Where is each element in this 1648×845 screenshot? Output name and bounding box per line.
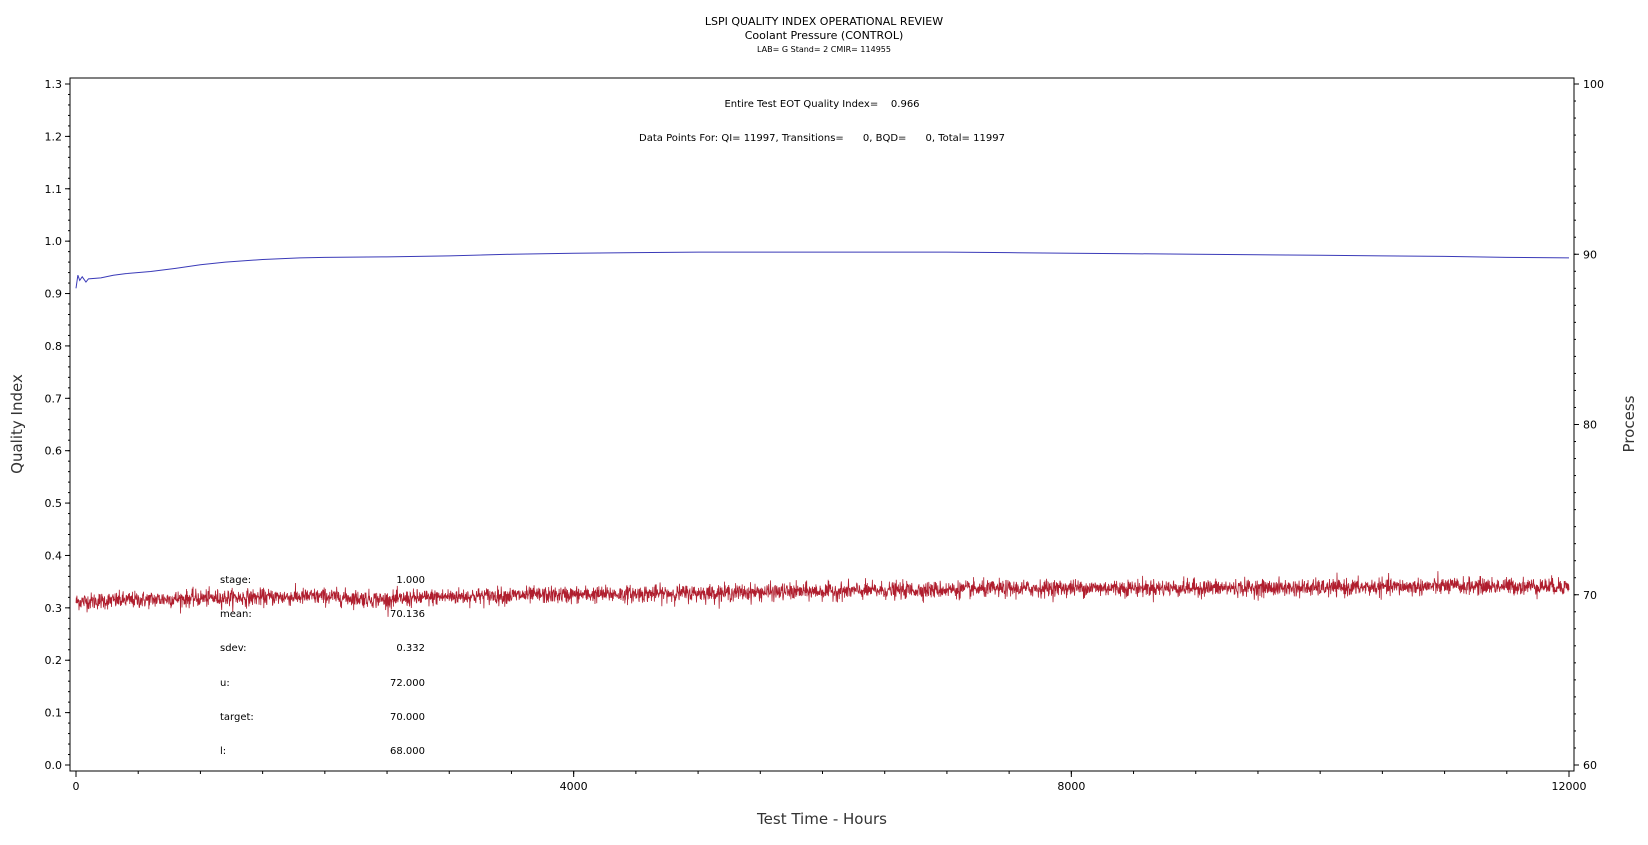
- stat-value: 0.332: [396, 643, 425, 654]
- y-left-tick-label: 0.5: [45, 497, 63, 510]
- y-left-tick-label: 1.0: [45, 235, 63, 248]
- axis-ticks: 0 4000 8000 12000 0.0 0.1 0.2 0.3 0.4 0.5 0.6 0.7 0.…: [45, 78, 1605, 793]
- stat-value: 72.000: [390, 678, 425, 689]
- stat-value: 70.136: [390, 609, 425, 620]
- stat-label: target:: [220, 712, 254, 723]
- stat-label: mean:: [220, 609, 252, 620]
- y-axis-left-label: Quality Index: [8, 374, 26, 474]
- x-tick-label: 12000: [1552, 780, 1587, 793]
- y-right-tick-label: 60: [1583, 759, 1597, 772]
- x-axis-label: Test Time - Hours: [756, 810, 887, 828]
- stat-label: sdev:: [220, 643, 246, 654]
- stat-label: stage:: [220, 575, 251, 586]
- chart-title: LSPI QUALITY INDEX OPERATIONAL REVIEW: [705, 15, 943, 28]
- y-right-tick-label: 100: [1583, 78, 1604, 91]
- y-left-tick-label: 1.2: [45, 130, 63, 143]
- y-left-tick-label: 0.1: [45, 707, 63, 720]
- y-right-tick-label: 90: [1583, 248, 1597, 261]
- y-left-tick-label: 0.6: [45, 445, 63, 458]
- stats-table: stage: 1.000 mean: 70.136 sdev: 0.332 u: 72.000…: [220, 575, 425, 757]
- y-right-tick-label: 80: [1583, 419, 1597, 432]
- y-right-tick-label: 70: [1583, 589, 1597, 602]
- chart-subtitle: Coolant Pressure (CONTROL): [745, 29, 904, 42]
- data-points-annotation: Data Points For: QI= 11997, Transitions=…: [639, 133, 1005, 144]
- stat-label: l:: [220, 746, 226, 757]
- x-tick-label: 8000: [1057, 780, 1085, 793]
- stat-value: 1.000: [396, 575, 425, 586]
- stat-value: 68.000: [390, 746, 425, 757]
- y-left-tick-label: 0.4: [45, 549, 63, 562]
- y-left-tick-label: 0.3: [45, 602, 63, 615]
- chart-subtitle-lab: LAB= G Stand= 2 CMIR= 114955: [757, 45, 891, 54]
- stat-label: u:: [220, 678, 230, 689]
- y-left-tick-label: 1.1: [45, 183, 63, 196]
- y-left-tick-label: 0.7: [45, 392, 63, 405]
- stat-value: 70.000: [390, 712, 425, 723]
- y-axis-right-label: Process: [1620, 395, 1638, 452]
- y-left-tick-label: 0.0: [45, 759, 63, 772]
- y-left-tick-label: 0.8: [45, 340, 63, 353]
- plot-frame: [69, 77, 1575, 772]
- quality-index-series-line: [75, 251, 1570, 289]
- y-left-tick-label: 1.3: [45, 78, 63, 91]
- x-tick-label: 0: [73, 780, 80, 793]
- y-left-tick-label: 0.9: [45, 288, 63, 301]
- x-tick-label: 4000: [560, 780, 588, 793]
- y-left-tick-label: 0.2: [45, 654, 63, 667]
- eot-quality-index-annotation: Entire Test EOT Quality Index= 0.966: [724, 99, 919, 110]
- process-series-line: [75, 571, 1570, 617]
- series-layer: [75, 251, 1570, 617]
